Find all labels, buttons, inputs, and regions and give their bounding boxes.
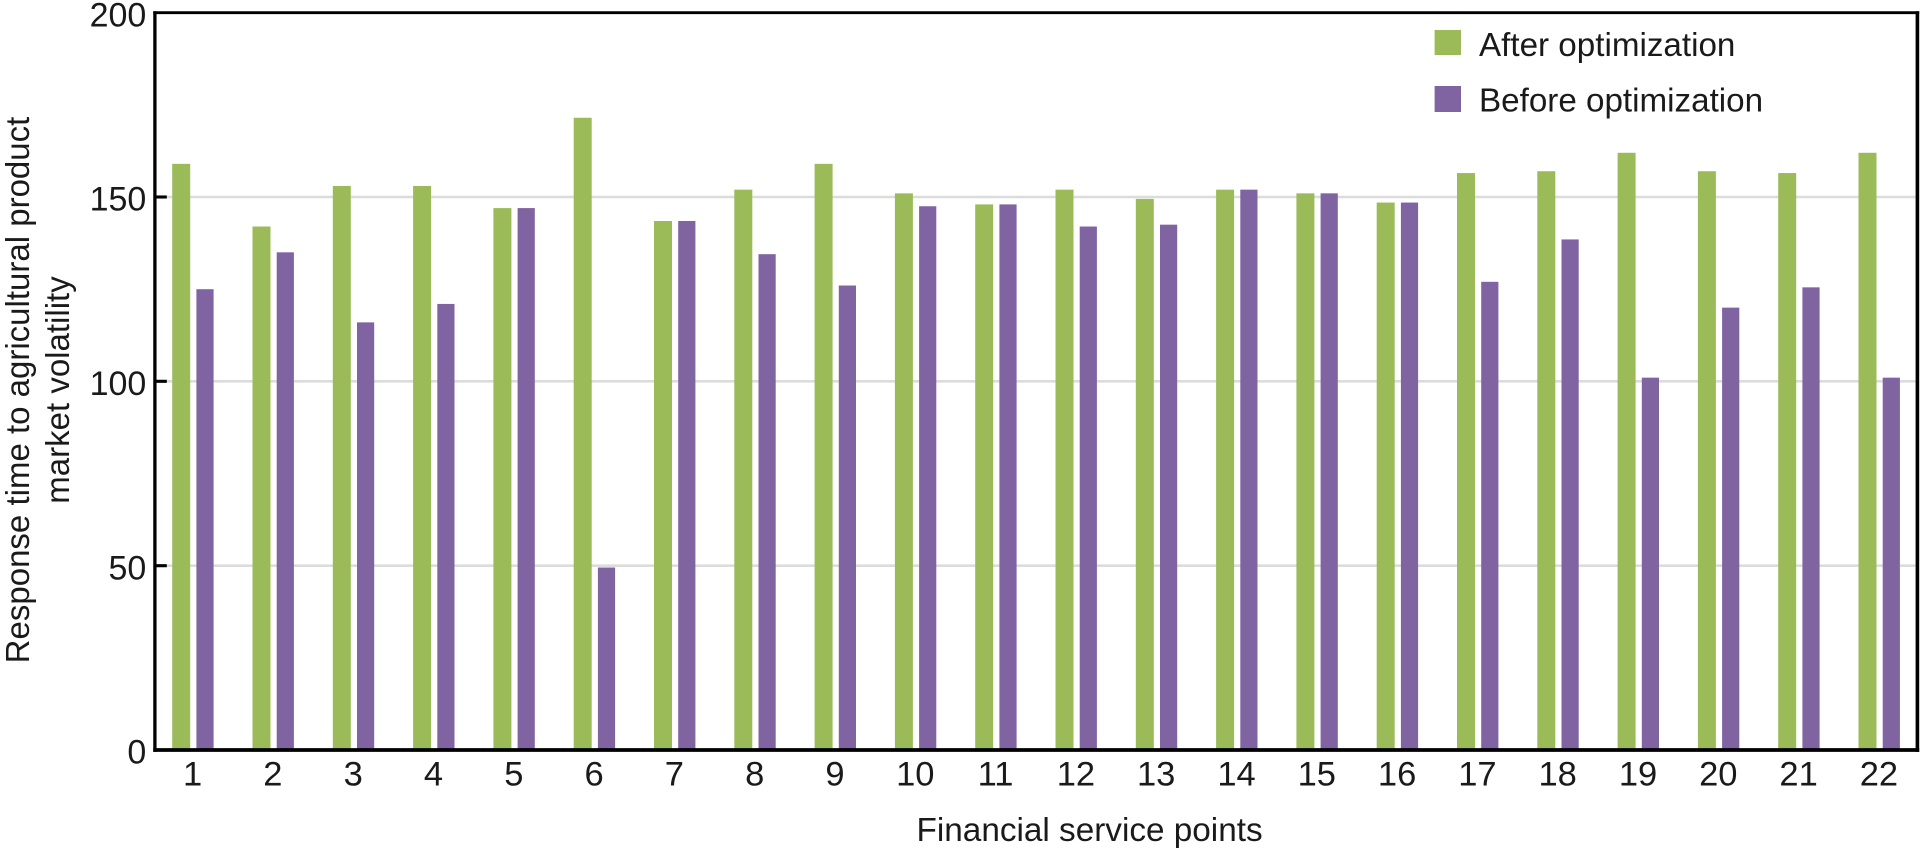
svg-text:100: 100 — [90, 365, 147, 403]
svg-text:20: 20 — [1699, 756, 1737, 794]
svg-text:market volatility: market volatility — [39, 276, 76, 504]
svg-text:19: 19 — [1619, 756, 1657, 794]
svg-text:12: 12 — [1057, 756, 1095, 794]
svg-text:5: 5 — [504, 756, 523, 794]
svg-text:10: 10 — [896, 756, 934, 794]
svg-text:1: 1 — [183, 756, 202, 794]
svg-text:4: 4 — [424, 756, 443, 794]
svg-text:22: 22 — [1860, 756, 1898, 794]
svg-text:2: 2 — [263, 756, 282, 794]
svg-text:21: 21 — [1779, 756, 1817, 794]
svg-text:150: 150 — [90, 181, 147, 219]
svg-text:17: 17 — [1458, 756, 1496, 794]
svg-text:After optimization: After optimization — [1479, 27, 1735, 64]
svg-text:50: 50 — [108, 549, 146, 587]
svg-text:0: 0 — [127, 734, 146, 772]
svg-text:13: 13 — [1137, 756, 1175, 794]
svg-text:Response time to agricultural: Response time to agricultural product — [0, 117, 36, 664]
svg-text:Before optimization: Before optimization — [1479, 83, 1763, 120]
svg-text:6: 6 — [585, 756, 604, 794]
svg-text:8: 8 — [745, 756, 764, 794]
svg-text:9: 9 — [825, 756, 844, 794]
svg-text:15: 15 — [1298, 756, 1336, 794]
svg-text:3: 3 — [344, 756, 363, 794]
svg-text:11: 11 — [978, 756, 1014, 794]
svg-text:16: 16 — [1378, 756, 1416, 794]
svg-text:7: 7 — [665, 756, 684, 794]
svg-text:14: 14 — [1217, 756, 1255, 794]
svg-text:200: 200 — [90, 0, 147, 34]
svg-text:Financial service points: Financial service points — [917, 812, 1263, 849]
svg-text:18: 18 — [1539, 756, 1577, 794]
